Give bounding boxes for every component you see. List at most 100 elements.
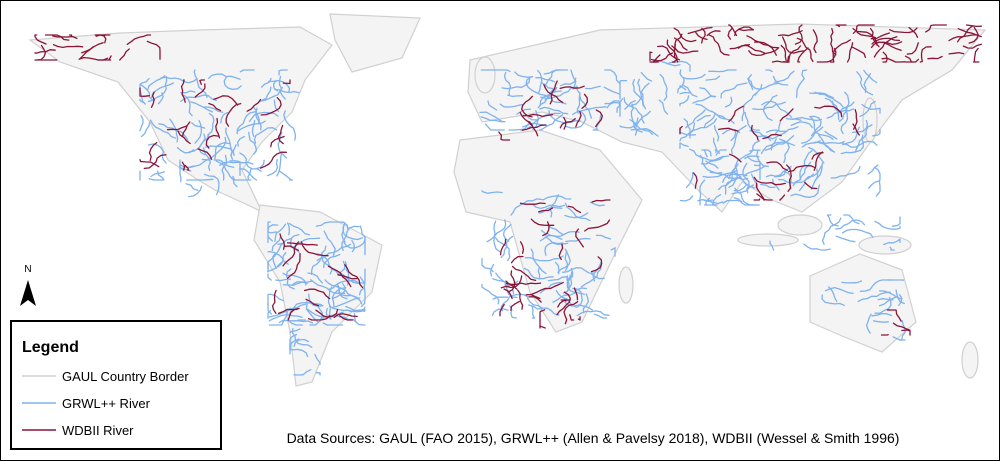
river bbox=[246, 98, 262, 112]
river bbox=[526, 297, 560, 316]
river bbox=[774, 121, 781, 135]
river bbox=[773, 70, 795, 83]
river bbox=[225, 102, 242, 127]
river bbox=[584, 219, 611, 232]
river bbox=[857, 291, 891, 303]
river bbox=[872, 320, 890, 323]
river bbox=[666, 39, 678, 59]
britain bbox=[474, 56, 496, 94]
river bbox=[901, 329, 911, 336]
river bbox=[892, 322, 911, 331]
river bbox=[577, 316, 581, 321]
river bbox=[619, 98, 624, 117]
river bbox=[888, 27, 918, 34]
river bbox=[562, 275, 573, 294]
river bbox=[798, 165, 822, 192]
river bbox=[972, 47, 980, 63]
river bbox=[526, 119, 539, 129]
river bbox=[139, 83, 154, 101]
river bbox=[274, 88, 300, 94]
river bbox=[126, 34, 152, 45]
river bbox=[277, 308, 298, 315]
river bbox=[753, 198, 761, 201]
river bbox=[292, 280, 313, 286]
river bbox=[291, 327, 313, 348]
river bbox=[500, 293, 529, 312]
river bbox=[321, 256, 333, 275]
river bbox=[696, 114, 711, 122]
river bbox=[589, 201, 606, 207]
river bbox=[624, 100, 636, 110]
north-america bbox=[28, 26, 333, 214]
river bbox=[300, 241, 329, 257]
river bbox=[184, 164, 190, 171]
river bbox=[590, 256, 603, 273]
river bbox=[288, 222, 311, 236]
river bbox=[277, 131, 288, 159]
river bbox=[540, 86, 577, 100]
river bbox=[769, 240, 775, 251]
river bbox=[193, 69, 208, 98]
river bbox=[276, 151, 283, 177]
river bbox=[351, 239, 356, 253]
legend: Legend GAUL Country Border GRWL++ River WD… bbox=[10, 320, 222, 450]
river bbox=[539, 90, 562, 106]
river bbox=[810, 116, 834, 140]
river bbox=[343, 236, 366, 249]
river bbox=[948, 51, 965, 55]
river bbox=[148, 141, 158, 162]
river bbox=[835, 219, 866, 230]
river bbox=[271, 289, 277, 314]
river bbox=[968, 26, 979, 44]
river bbox=[267, 221, 277, 234]
river bbox=[724, 176, 742, 195]
river bbox=[814, 91, 844, 108]
river bbox=[783, 55, 790, 63]
river bbox=[549, 80, 558, 105]
river bbox=[679, 122, 696, 142]
river bbox=[856, 71, 874, 96]
river bbox=[94, 34, 106, 37]
river bbox=[203, 173, 220, 196]
river bbox=[489, 263, 495, 277]
river bbox=[286, 252, 301, 279]
river bbox=[703, 197, 717, 206]
river bbox=[809, 115, 822, 137]
river bbox=[730, 125, 747, 155]
north-label: N bbox=[24, 264, 31, 275]
river bbox=[720, 82, 748, 99]
river bbox=[349, 309, 366, 313]
river bbox=[718, 127, 739, 132]
river bbox=[359, 276, 366, 308]
river bbox=[705, 75, 721, 81]
river bbox=[679, 125, 683, 135]
river bbox=[282, 79, 291, 85]
river bbox=[868, 166, 881, 189]
river bbox=[585, 85, 601, 90]
river bbox=[208, 73, 241, 80]
south-america bbox=[253, 204, 383, 387]
river bbox=[749, 149, 761, 152]
river bbox=[786, 164, 792, 192]
river bbox=[683, 118, 691, 139]
river bbox=[479, 111, 503, 123]
river bbox=[309, 305, 323, 326]
river bbox=[828, 286, 838, 303]
river bbox=[679, 195, 694, 202]
river bbox=[166, 125, 188, 131]
river bbox=[267, 273, 272, 281]
river bbox=[801, 69, 808, 79]
river bbox=[821, 217, 842, 245]
river bbox=[867, 164, 879, 175]
river bbox=[634, 110, 651, 136]
river bbox=[708, 34, 730, 56]
river bbox=[277, 124, 284, 145]
river bbox=[569, 314, 575, 321]
river bbox=[279, 233, 286, 250]
river bbox=[315, 372, 321, 376]
river bbox=[507, 270, 516, 293]
river bbox=[850, 46, 867, 59]
river bbox=[337, 272, 360, 285]
river bbox=[194, 83, 206, 98]
river bbox=[287, 222, 291, 236]
